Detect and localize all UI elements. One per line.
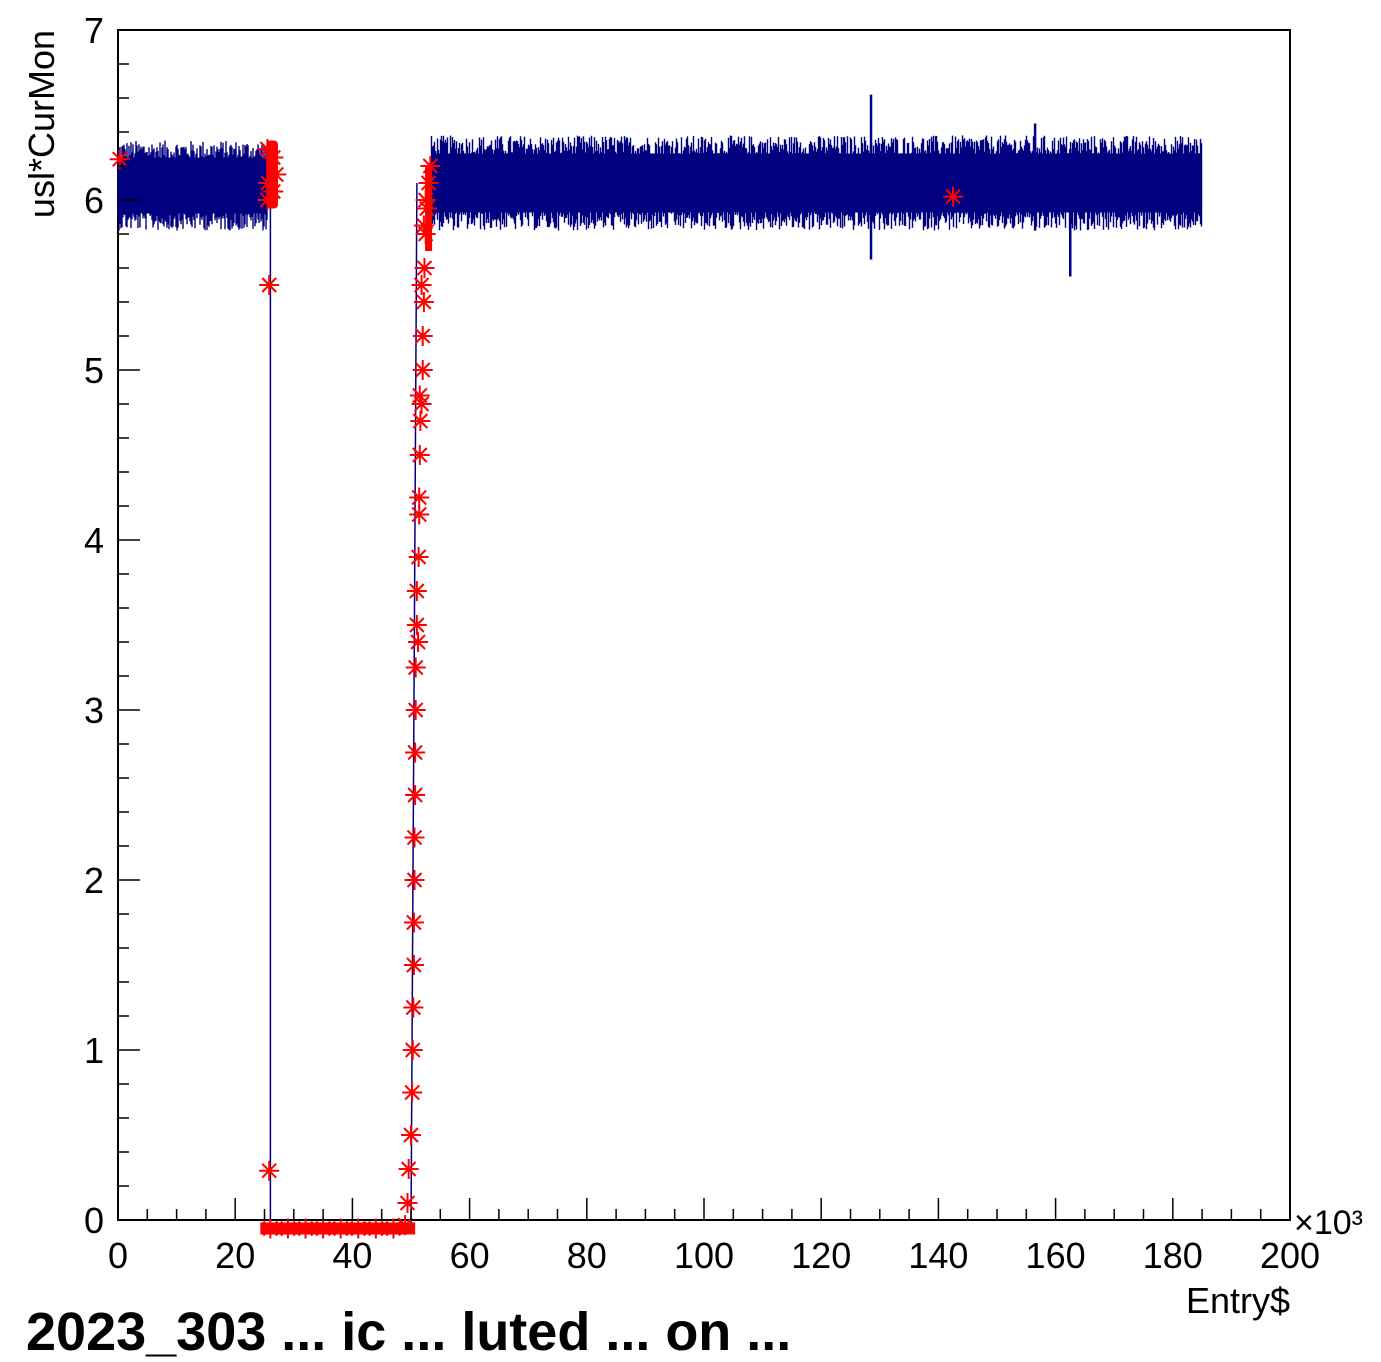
band-series bbox=[117, 94, 1203, 277]
x-axis-multiplier: ×10³ bbox=[1294, 1204, 1363, 1242]
x-tick-label: 80 bbox=[567, 1235, 607, 1276]
marker-point bbox=[404, 870, 425, 890]
x-tick-label: 160 bbox=[1026, 1235, 1086, 1276]
x-tick-label: 140 bbox=[908, 1235, 968, 1276]
marker-point bbox=[409, 385, 430, 406]
marker-point bbox=[410, 411, 431, 431]
marker-point bbox=[943, 186, 964, 207]
x-axis-label: Entry$ bbox=[1186, 1280, 1290, 1321]
x-tick-label: 60 bbox=[450, 1235, 490, 1276]
x-tick-label: 20 bbox=[215, 1235, 255, 1276]
band-segment-noise bbox=[430, 135, 1203, 231]
axes: 0 20 40 60 80 100 120 140 160 180 200 0 1 2 3 4 5 6 7 bbox=[84, 10, 1320, 1276]
x-tick-label: 0 bbox=[108, 1235, 128, 1276]
marker-point bbox=[414, 258, 435, 278]
marker-point bbox=[259, 275, 280, 295]
marker-point bbox=[402, 1040, 423, 1060]
marker-point bbox=[405, 700, 426, 720]
y-tick-label: 7 bbox=[84, 10, 104, 51]
marker-point bbox=[413, 292, 434, 312]
marker-cluster-rise bbox=[425, 166, 433, 251]
y-tick-label: 1 bbox=[84, 1030, 104, 1071]
marker-point bbox=[259, 1160, 280, 1181]
connector-line-series bbox=[269, 182, 418, 1230]
y-tick-label: 3 bbox=[84, 690, 104, 731]
y-tick-label: 4 bbox=[84, 520, 104, 561]
marker-point bbox=[412, 326, 433, 346]
x-tick-label: 180 bbox=[1143, 1235, 1203, 1276]
marker-point bbox=[409, 504, 430, 525]
marker-point bbox=[412, 360, 433, 380]
marker-point bbox=[408, 547, 429, 567]
band-segment-noise bbox=[117, 140, 268, 231]
marker-point bbox=[408, 632, 429, 652]
x-tick-label: 200 bbox=[1260, 1235, 1320, 1276]
marker-point bbox=[403, 912, 424, 933]
marker-point bbox=[409, 487, 430, 508]
marker-point bbox=[411, 275, 432, 295]
y-tick-label: 5 bbox=[84, 350, 104, 391]
x-tick-label: 120 bbox=[791, 1235, 851, 1276]
marker-point bbox=[402, 1082, 423, 1103]
connector-line bbox=[269, 182, 418, 1230]
y-tick-label: 6 bbox=[84, 180, 104, 221]
y-tick-label: 0 bbox=[84, 1200, 104, 1241]
marker-point bbox=[406, 581, 427, 601]
marker-point bbox=[398, 1159, 419, 1179]
marker-cluster-top-left bbox=[266, 140, 278, 209]
marker-point bbox=[404, 827, 425, 848]
y-axis-label: usl*CurMon bbox=[21, 30, 62, 218]
bottom-caption: 2023_303 ... ic ... luted ... on ... bbox=[26, 1302, 792, 1362]
marker-point bbox=[401, 1125, 421, 1145]
x-tick-label: 100 bbox=[674, 1235, 734, 1276]
marker-point bbox=[403, 955, 424, 975]
y-tick-label: 2 bbox=[84, 860, 104, 901]
marker-point bbox=[403, 997, 424, 1018]
marker-point bbox=[397, 1193, 418, 1213]
marker-cluster-baseline bbox=[260, 1222, 416, 1235]
marker-point bbox=[405, 657, 426, 678]
marker-point bbox=[405, 785, 426, 805]
marker-point bbox=[406, 615, 427, 635]
marker-series bbox=[109, 139, 964, 1239]
marker-point bbox=[405, 742, 426, 763]
marker-point bbox=[409, 445, 430, 465]
x-tick-label: 40 bbox=[332, 1235, 372, 1276]
